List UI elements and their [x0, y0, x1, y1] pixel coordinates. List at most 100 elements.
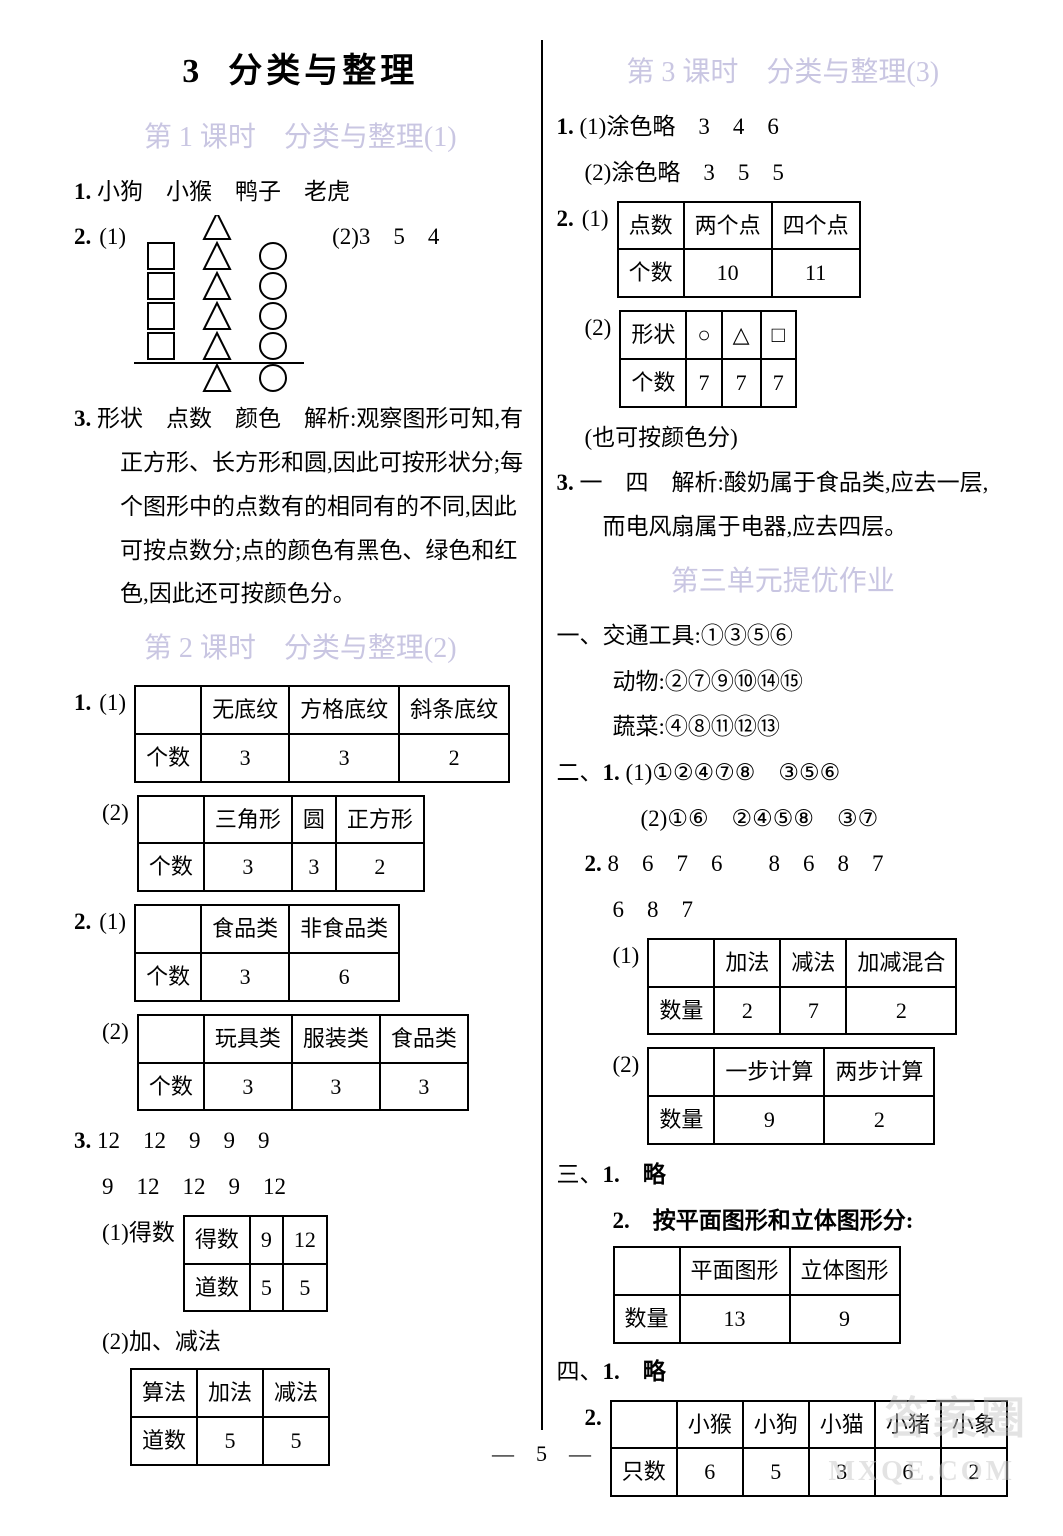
left-column: 3 分类与整理 第 1 课时 分类与整理(1) 1. 小狗 小猴 鸭子 老虎 2… [60, 40, 543, 1430]
q-label: 3. [74, 1128, 91, 1153]
part2-vals: 3 5 4 [359, 224, 440, 249]
table-cell: 2 [399, 734, 509, 782]
table-cell: 9 [714, 1096, 824, 1144]
table-cell: 3 [201, 953, 289, 1001]
table-cell: 加法 [714, 939, 780, 987]
table-cell: 3 [292, 1063, 380, 1111]
l2-q3-t2-wrap: 算法加法减法道数55 [130, 1368, 527, 1466]
table-l2q2t2: 玩具类服装类食品类个数333 [137, 1014, 469, 1112]
table-cell: 数量 [614, 1295, 680, 1343]
part1-label: (1) [99, 215, 126, 259]
table-cell: 7 [722, 359, 761, 407]
s3-q2-intro: 2. 按平面图形和立体图形分: [613, 1208, 914, 1233]
table-cell: 3 [292, 843, 336, 891]
lesson3-heading: 第 3 课时 分类与整理(3) [557, 46, 1010, 99]
table-cell: 斜条底纹 [399, 686, 509, 734]
table-cell [135, 905, 201, 953]
l1-q1: 1. 小狗 小猴 鸭子 老虎 [74, 170, 527, 214]
unit-s1-l2: 动物:②⑦⑨⑩⑭⑮ [613, 660, 1010, 704]
table-cell: 5 [250, 1264, 283, 1312]
table-cell: 个数 [618, 249, 684, 297]
q-text: 一 四 解析:酸奶属于食品类,应去一层,而电风扇属于电器,应去四层。 [580, 470, 989, 539]
table-cell: 6 [677, 1448, 743, 1496]
p2-label: (2) [102, 1010, 129, 1054]
table-l2q3t2: 算法加法减法道数55 [130, 1368, 330, 1466]
table-cell: 平面图形 [680, 1247, 790, 1295]
table-l2q2t1: 食品类非食品类个数36 [134, 904, 400, 1002]
table-cell: □ [761, 311, 796, 359]
table-us3t: 平面图形立体图形数量139 [613, 1246, 901, 1344]
unit-s2: 二、1. (1)①②④⑦⑧ ③⑤⑥ [557, 751, 1010, 795]
table-cell: 点数 [618, 202, 684, 250]
unit-s2-q2-l2: 6 8 7 [613, 888, 1010, 932]
table-cell: 方格底纹 [289, 686, 399, 734]
l2-q2-p1: 2. (1) 食品类非食品类个数36 [74, 900, 527, 1008]
table-cell [138, 796, 204, 844]
table-cell [138, 1015, 204, 1063]
table-cell: 得数 [184, 1216, 250, 1264]
p2-label: (2) [102, 791, 129, 835]
q-label: 2. [74, 900, 91, 944]
table-cell: 一步计算 [714, 1048, 824, 1096]
l3-q2-p1: 2. (1) 点数两个点四个点个数1011 [557, 197, 1010, 305]
table-cell: 减法 [263, 1369, 329, 1417]
table-us2q2t2: 一步计算两步计算数量92 [647, 1047, 935, 1145]
table-cell: ○ [686, 311, 721, 359]
l2-q1-p1: 1. (1) 无底纹方格底纹斜条底纹个数332 [74, 681, 527, 789]
table-cell: 个数 [135, 953, 201, 1001]
watermark-url: MXQE.COM [828, 1456, 1015, 1488]
p1-label: (1)得数 [102, 1211, 175, 1255]
table-cell: 无底纹 [201, 686, 289, 734]
unit-s1-l1: 一、交通工具:①③⑤⑥ [557, 614, 1010, 658]
unit-s3-q1: 三、1. 略 [557, 1153, 1010, 1197]
table-l2q3t1: 得数912道数55 [183, 1215, 328, 1313]
table-cell: 两步计算 [824, 1048, 934, 1096]
l3-q1-p1: 1. (1)涂色略 3 4 6 [557, 105, 1010, 149]
l2-q3-p2: (2)加、减法 [102, 1320, 527, 1364]
l3-q1-p2: (2)涂色略 3 5 5 [585, 151, 1010, 195]
unit-s3-q2: 2. 按平面图形和立体图形分: [613, 1199, 1010, 1243]
p1-label: (1) [99, 900, 126, 944]
table-cell: 7 [761, 359, 796, 407]
table-l3q2t1: 点数两个点四个点个数1011 [617, 201, 861, 299]
unit-s3-t-wrap: 平面图形立体图形数量139 [613, 1246, 1010, 1344]
unit-s2-q2-p2: (2) 一步计算两步计算数量92 [613, 1043, 1010, 1151]
s2-q1-label: 1. [603, 760, 620, 785]
q-label: 1. [74, 681, 91, 725]
two-column-layout: 3 分类与整理 第 1 课时 分类与整理(1) 1. 小狗 小猴 鸭子 老虎 2… [60, 40, 1023, 1430]
table-cell: 11 [772, 249, 860, 297]
table-cell: 6 [289, 953, 399, 1001]
table-cell [648, 939, 714, 987]
table-cell: 2 [336, 843, 424, 891]
table-cell: △ [722, 311, 761, 359]
table-cell: 5 [197, 1417, 263, 1465]
s2-q2-label: 2. [585, 851, 602, 876]
table-cell: 加法 [197, 1369, 263, 1417]
q-label: 3. [74, 406, 91, 431]
table-cell: 算法 [131, 1369, 197, 1417]
table-cell: 形状 [620, 311, 686, 359]
table-cell: 个数 [138, 1063, 204, 1111]
p1-label: (1) [582, 197, 609, 241]
table-cell: 加减混合 [846, 939, 956, 987]
table-cell: 食品类 [201, 905, 289, 953]
l3-q2-note: (也可按颜色分) [585, 416, 1010, 460]
q-label: 2. [74, 215, 91, 259]
table-cell: 10 [684, 249, 772, 297]
table-cell: 食品类 [380, 1015, 468, 1063]
table-cell [614, 1247, 680, 1295]
watermark-brand: 答案圈 [885, 1382, 1029, 1446]
s4-label: 四、 [557, 1359, 603, 1384]
table-cell: 3 [380, 1063, 468, 1111]
table-l2q1t1: 无底纹方格底纹斜条底纹个数332 [134, 685, 510, 783]
chapter-number: 3 [182, 53, 203, 90]
table-l2q1t2: 三角形圆正方形个数332 [137, 795, 425, 893]
s3-q1: 1. 略 [603, 1162, 666, 1187]
table-cell: 5 [283, 1264, 327, 1312]
table-cell: 小猴 [677, 1401, 743, 1449]
table-cell: 两个点 [684, 202, 772, 250]
s4-q2-label: 2. [585, 1396, 602, 1440]
page: 3 分类与整理 第 1 课时 分类与整理(1) 1. 小狗 小猴 鸭子 老虎 2… [0, 0, 1063, 1536]
q-label: 1. [557, 114, 574, 139]
table-cell: 数量 [648, 987, 714, 1035]
